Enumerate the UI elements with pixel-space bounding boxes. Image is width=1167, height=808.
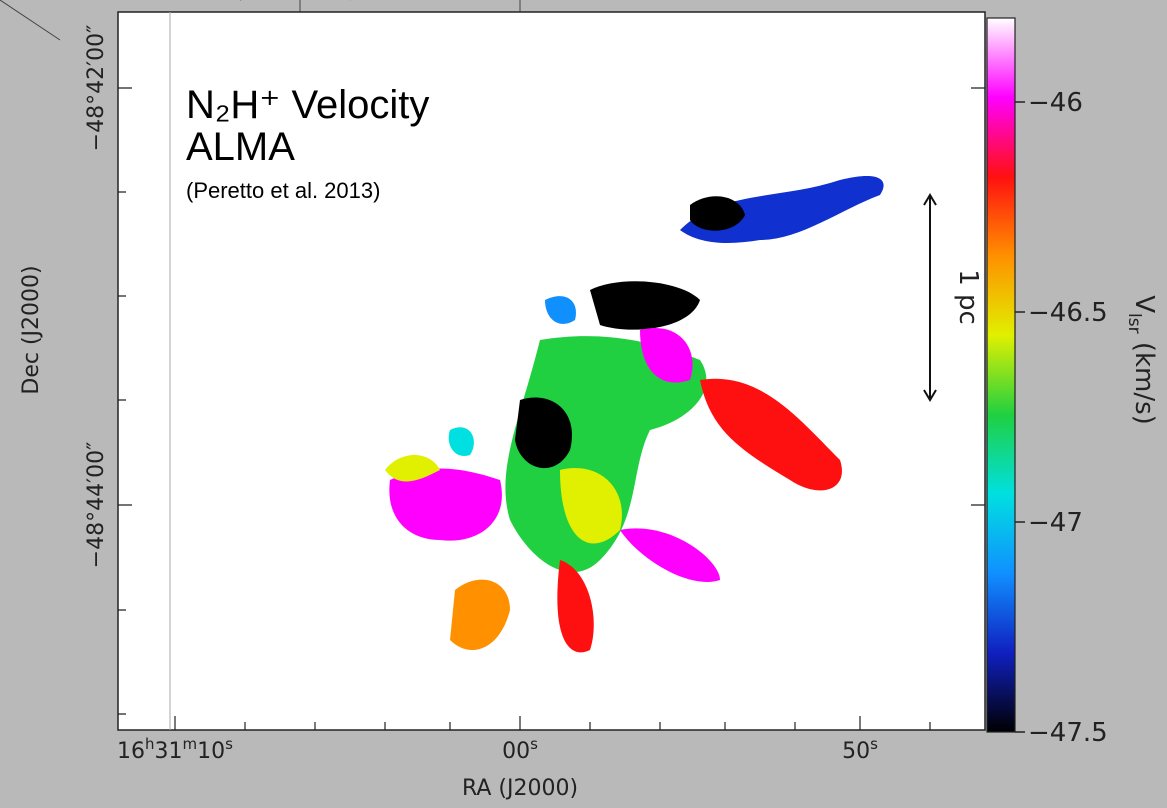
- x-tick-label: 50s: [842, 735, 878, 764]
- label-part: V: [1129, 295, 1159, 313]
- tick-number: 31: [155, 739, 183, 764]
- title-line: N₂H⁺ Velocity: [186, 83, 429, 127]
- tick-number: 16: [117, 739, 145, 764]
- unit-superscript: h: [145, 735, 155, 753]
- unit-superscript: s: [530, 735, 538, 753]
- scale-bar-label: 1 pc: [953, 269, 983, 325]
- colorbar-tick-label: −47.5: [1028, 718, 1108, 748]
- x-tick-label: 16h31m10s: [117, 735, 233, 764]
- x-tick-label: 00s: [502, 735, 538, 764]
- scale-bar: [923, 193, 937, 402]
- colorbar-label: Vlsr (km/s): [1124, 295, 1159, 425]
- tick-number: 50: [842, 739, 870, 764]
- colorbar-tick-label: −46.5: [1028, 298, 1108, 328]
- tick-number: 10: [197, 739, 225, 764]
- colorbar-tick-label: −47: [1028, 508, 1083, 538]
- colorbar: [986, 17, 1016, 733]
- colorbar-tick-label: −46: [1028, 88, 1083, 118]
- decoration: [0, 0, 521, 41]
- label-part: (km/s): [1129, 334, 1159, 425]
- tick-number: 00: [502, 739, 530, 764]
- x-axis-label: RA (J2000): [462, 776, 578, 801]
- label-subscript: lsr: [1124, 313, 1144, 334]
- citation: (Peretto et al. 2013): [186, 178, 380, 203]
- title-line: ALMA: [186, 125, 295, 169]
- y-axis-label: Dec (J2000): [19, 265, 44, 394]
- unit-superscript: s: [870, 735, 878, 753]
- x-tick-labels: 16h31m10s 00s 50s: [117, 735, 878, 764]
- colorbar-ticks: −46 −46.5 −47 −47.5: [1015, 88, 1108, 748]
- y-tick-label: −48°42′00″: [84, 25, 109, 152]
- frame-ticks: [118, 87, 985, 730]
- unit-superscript: s: [225, 735, 233, 753]
- unit-superscript: m: [183, 735, 198, 753]
- velocity-map: [385, 175, 884, 653]
- y-tick-label: −48°44′00″: [84, 442, 109, 569]
